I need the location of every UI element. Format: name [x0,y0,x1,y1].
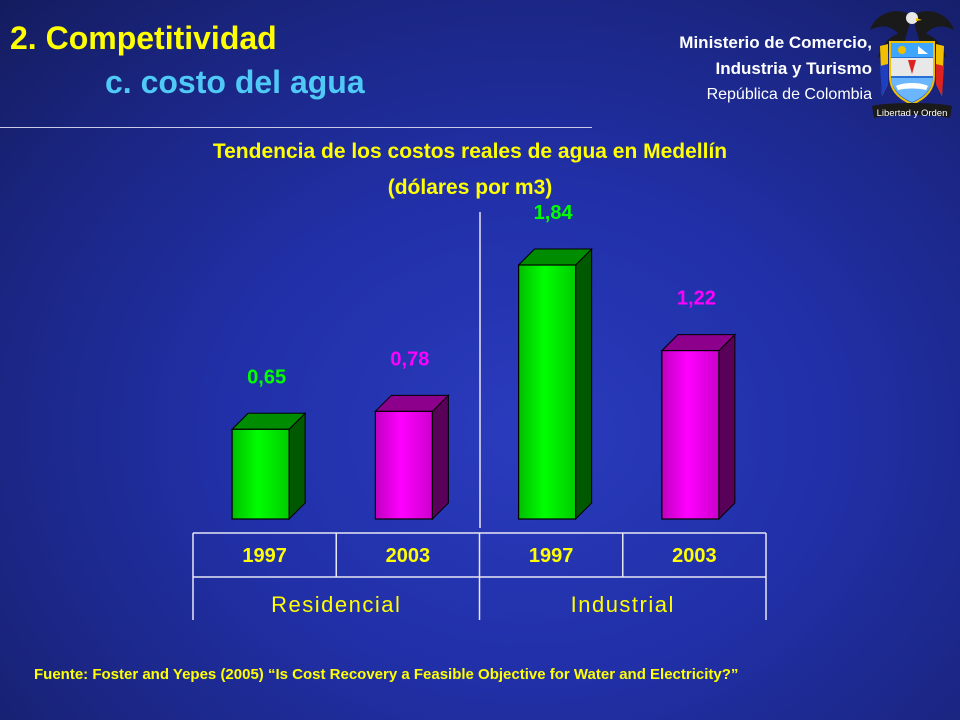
data-label: 1,22 [677,288,716,310]
title-divider [0,127,592,128]
chart-subtitle: (dólares por m3) [387,176,553,199]
category-label: 1997 [529,545,574,567]
bar [518,264,577,520]
bar [374,410,433,520]
ministry-block: Ministerio de Comercio, Industria y Turi… [679,30,872,108]
data-label: 0,78 [390,348,429,370]
data-label: 1,84 [534,202,574,224]
ministry-line-2: Industria y Turismo [715,59,873,78]
category-label: 2003 [386,545,431,567]
bar [231,428,290,520]
bar-side [718,333,736,521]
chart-title: Tendencia de los costos reales de agua e… [212,140,728,163]
colombia-coat-of-arms-logo: Libertad y Orden [870,11,954,119]
ministry-line-3: República de Colombia [706,86,872,103]
bar [661,349,720,520]
source-note: Fuente: Foster and Yepes (2005) “Is Cost… [34,666,739,683]
category-label: 1997 [242,545,287,567]
bar-side [288,412,306,521]
bar-side [575,247,593,521]
svg-text:Libertad y Orden: Libertad y Orden [877,108,948,119]
ministry-line-1: Ministerio de Comercio, [679,33,872,52]
data-label: 0,65 [247,366,286,388]
section-subtitle: c. costo del agua [105,64,365,100]
group-label: Residencial [271,592,401,617]
category-label: 2003 [672,545,717,567]
bar-side [431,394,449,521]
group-label: Industrial [571,592,675,617]
section-title: 2. Competitividad [10,20,277,56]
